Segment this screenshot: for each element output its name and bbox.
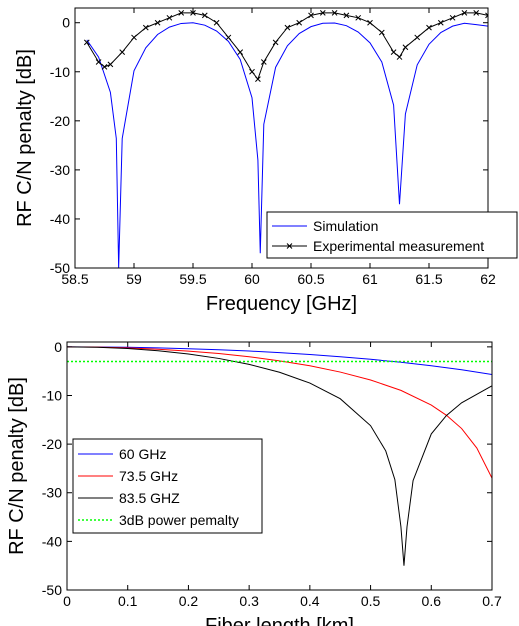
marker xyxy=(367,19,373,26)
marker xyxy=(119,49,126,56)
y-tick-label: -50 xyxy=(50,260,70,276)
y-axis-label: RF C/N penalty [dB] xyxy=(14,49,36,227)
legend-label: 3dB power pemalty xyxy=(119,512,239,528)
marker xyxy=(390,49,397,56)
x-tick-label: 60 xyxy=(244,271,260,287)
legend-label: 83.5 GHZ xyxy=(119,490,180,506)
x-axis-label: Frequency [GHz] xyxy=(206,293,357,315)
x-tick-label: 0.6 xyxy=(422,593,442,609)
marker xyxy=(437,19,444,26)
marker xyxy=(166,14,173,21)
y-tick-label: -20 xyxy=(50,113,70,129)
x-tick-label: 0 xyxy=(63,593,71,609)
axes-frame xyxy=(74,7,489,269)
marker xyxy=(296,19,303,26)
x-tick-label: 0.7 xyxy=(482,593,502,609)
marker xyxy=(260,59,267,65)
marker xyxy=(95,59,102,65)
marker xyxy=(154,19,161,26)
x-axis-label: Fiber length [km] xyxy=(205,615,354,626)
x-tick-label: 0.3 xyxy=(239,593,259,609)
x-tick-label: 61.5 xyxy=(415,271,442,287)
x-tick-label: 59.5 xyxy=(179,271,206,287)
marker xyxy=(213,19,220,26)
x-tick-label: 60.5 xyxy=(297,271,324,287)
marker xyxy=(414,34,421,41)
y-tick-label: -50 xyxy=(42,582,62,598)
legend-box xyxy=(72,438,263,534)
marker xyxy=(237,49,244,56)
y-tick-label: -30 xyxy=(42,485,62,501)
x-tick-label: 61 xyxy=(362,271,378,287)
marker xyxy=(343,12,350,19)
marker xyxy=(272,39,279,46)
marker xyxy=(255,76,261,82)
marker xyxy=(83,39,90,46)
legend-label: Simulation xyxy=(313,218,378,234)
x-tick-label: 0.1 xyxy=(118,593,138,609)
legend-box xyxy=(266,211,518,259)
series-line xyxy=(67,346,492,479)
marker xyxy=(402,44,409,51)
x-tick-label: 0.2 xyxy=(179,593,199,609)
marker xyxy=(142,24,149,31)
x-tick-label: 58.5 xyxy=(61,271,88,287)
y-tick-label: -40 xyxy=(42,533,62,549)
axes-frame xyxy=(66,341,493,591)
marker xyxy=(485,12,488,19)
legend-label: 60 GHz xyxy=(119,446,166,462)
legend-label: 73.5 GHz xyxy=(119,468,178,484)
marker xyxy=(426,24,432,31)
marker xyxy=(249,68,255,75)
y-tick-label: -10 xyxy=(42,387,62,403)
x-tick-label: 0.4 xyxy=(300,593,320,609)
marker xyxy=(178,10,185,16)
y-tick-label: -10 xyxy=(50,64,70,80)
plot-lines xyxy=(83,10,488,268)
plot-lines xyxy=(67,346,492,566)
marker xyxy=(378,29,385,36)
marker xyxy=(449,14,456,21)
marker xyxy=(107,61,114,68)
marker xyxy=(131,34,137,41)
legend-label: Experimental measurement xyxy=(313,238,484,254)
series-line xyxy=(67,346,492,375)
marker xyxy=(190,10,196,16)
y-tick-label: -30 xyxy=(50,162,70,178)
marker xyxy=(101,64,108,70)
marker xyxy=(473,10,480,16)
marker xyxy=(308,12,314,19)
y-tick-label: -40 xyxy=(50,211,70,227)
y-tick-label: -20 xyxy=(42,436,62,452)
marker xyxy=(331,10,338,16)
marker xyxy=(396,54,403,60)
x-tick-label: 59 xyxy=(126,271,142,287)
marker xyxy=(319,10,326,16)
marker xyxy=(284,24,291,31)
marker xyxy=(201,12,208,19)
x-tick-label: 0.5 xyxy=(361,593,381,609)
marker xyxy=(355,14,362,21)
y-axis-label: RF C/N penalty [dB] xyxy=(6,377,28,555)
x-tick-label: 62 xyxy=(480,271,496,287)
series-line xyxy=(86,22,488,268)
marker xyxy=(225,34,232,41)
legend-marker xyxy=(286,243,293,249)
series-line xyxy=(67,346,492,566)
y-tick-label: 0 xyxy=(54,339,62,355)
marker xyxy=(461,10,468,16)
y-tick-label: 0 xyxy=(62,15,70,31)
